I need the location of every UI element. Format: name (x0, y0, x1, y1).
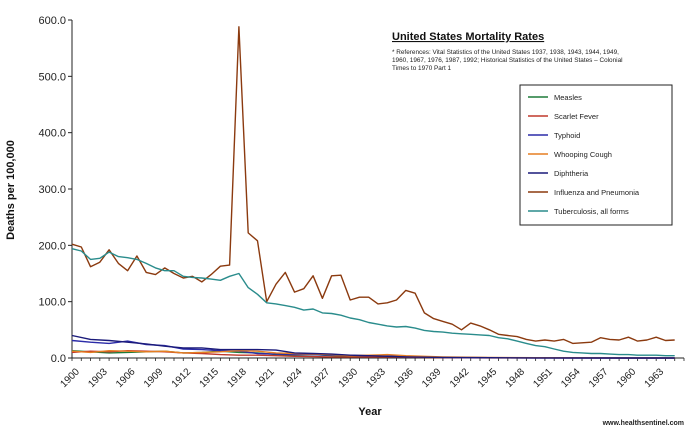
y-tick-label: 0.0 (51, 353, 66, 365)
references-line-1: * References: Vital Statistics of the Un… (392, 49, 619, 56)
legend-label-influenza-and-pneumonia: Influenza and Pneumonia (554, 188, 640, 197)
legend-label-whooping-cough: Whooping Cough (554, 150, 612, 159)
series-line-tuberculosis-all-forms (71, 248, 675, 357)
y-tick-label: 200.0 (38, 240, 66, 252)
chart-title: United States Mortality Rates (392, 31, 544, 43)
series-line-influenza-and-pneumonia (71, 26, 675, 345)
y-tick-label: 400.0 (38, 128, 66, 140)
x-axis-title: Year (358, 406, 382, 418)
legend-label-tuberculosis-all-forms: Tuberculosis, all forms (554, 207, 629, 216)
legend-label-typhoid: Typhoid (554, 131, 580, 140)
y-tick-label: 500.0 (38, 71, 66, 83)
series-lines (71, 26, 675, 359)
y-tick-label: 600.0 (38, 15, 66, 27)
legend-box (519, 84, 673, 226)
references-line-3: Times to 1970 Part 1 (392, 65, 452, 72)
references-line-2: 1960, 1967, 1976, 1987, 1992; Historical… (392, 57, 623, 64)
legend: Measles Scarlet Fever Typhoid Whooping Coug… (519, 84, 673, 226)
legend-label-measles: Measles (554, 93, 582, 102)
y-tick-label: 300.0 (38, 184, 66, 196)
y-tick-label: 100.0 (38, 297, 66, 309)
y-axis-title: Deaths per 100,000 (5, 140, 17, 240)
legend-label-scarlet-fever: Scarlet Fever (554, 112, 599, 121)
footer-credit: www.healthsentinel.com (602, 420, 684, 427)
series-line-diphtheria (71, 334, 675, 359)
legend-label-diphtheria: Diphtheria (554, 169, 589, 178)
